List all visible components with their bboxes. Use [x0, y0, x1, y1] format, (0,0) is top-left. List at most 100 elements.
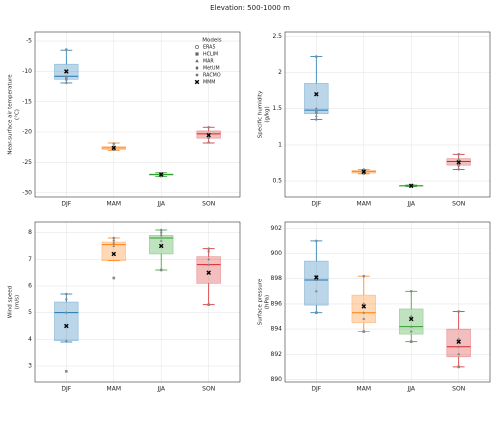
y-tick-label: 894: [271, 326, 283, 333]
model-point: [207, 257, 210, 262]
y-tick-label: -25: [22, 159, 32, 166]
y-tick-label: 2.5: [272, 33, 282, 40]
x-tick-label: DJF: [311, 386, 321, 393]
model-point: [65, 81, 68, 85]
y-tick-label: -5: [26, 38, 32, 45]
y-tick-label: 896: [271, 300, 283, 307]
model-point: [159, 231, 163, 234]
figure-title: Elevation: 500-1000 m: [210, 4, 290, 12]
model-point: [314, 114, 318, 117]
model-point: [315, 290, 318, 293]
legend-marker: [195, 52, 199, 56]
y-tick-label: 892: [271, 351, 283, 358]
box: [446, 328, 471, 358]
model-point: [457, 337, 460, 341]
model-point: [408, 316, 414, 322]
x-tick-label: JJA: [156, 201, 165, 208]
x-tick-label: JJA: [156, 386, 165, 393]
plot-frame: [34, 221, 241, 383]
y-axis-label-line: (g/kg): [264, 106, 270, 122]
model-point: [409, 289, 413, 293]
legend-label: MMM: [203, 80, 215, 86]
model-point: [65, 310, 68, 315]
model-point: [315, 311, 318, 315]
y-tick-label: 3: [28, 363, 32, 370]
model-point: [112, 142, 116, 145]
y-tick-label: 5: [28, 309, 32, 316]
model-point: [457, 353, 460, 356]
y-tick-label: -30: [22, 189, 32, 196]
model-point: [361, 304, 367, 309]
legend-marker: [195, 45, 199, 49]
y-tick-label: 1: [278, 141, 282, 148]
model-point: [158, 172, 164, 177]
x-tick-label: MAM: [107, 201, 121, 208]
legend-label: MetUM: [203, 66, 220, 72]
legend-label: MAR: [203, 59, 214, 65]
model-point: [112, 276, 116, 280]
model-point: [159, 233, 163, 238]
legend-marker: [195, 73, 199, 77]
model-point: [409, 314, 413, 319]
y-tick-label: 6: [28, 283, 32, 290]
model-point: [314, 278, 318, 281]
model-point: [65, 75, 68, 80]
model-point: [362, 311, 366, 314]
box: [196, 256, 221, 284]
box: [351, 294, 376, 324]
model-point: [206, 132, 211, 138]
plot-frame: [284, 221, 491, 383]
box: [304, 260, 329, 306]
model-point: [111, 251, 117, 257]
legend-marker: [195, 65, 199, 71]
box: [399, 308, 424, 335]
y-tick-label: 2: [278, 69, 282, 76]
legend-label: HCLIM: [203, 52, 218, 58]
y-axis-label-line: Surface pressure: [257, 278, 263, 325]
model-point: [362, 330, 366, 333]
y-axis-label: Surface pressure(hPa): [257, 278, 270, 325]
model-point: [457, 310, 460, 313]
x-tick-label: DJF: [61, 201, 71, 208]
model-point: [315, 107, 318, 111]
model-point: [207, 247, 210, 250]
y-axis-label-line: (°C): [14, 109, 20, 120]
y-tick-label: 1.5: [272, 105, 282, 112]
y-tick-label: -15: [22, 98, 32, 105]
model-point: [408, 183, 414, 189]
model-point: [315, 55, 318, 58]
y-tick-label: -20: [22, 129, 32, 136]
model-point: [314, 91, 319, 97]
model-point: [409, 325, 413, 328]
legend-label: ERA5: [203, 45, 216, 51]
x-tick-label: DJF: [311, 201, 321, 208]
model-point: [409, 330, 413, 333]
x-tick-label: DJF: [61, 386, 71, 393]
model-point: [65, 298, 68, 301]
model-point: [456, 159, 461, 165]
legend-marker: [194, 79, 200, 85]
y-axis-label-line: Near-surface air temperature: [7, 74, 13, 155]
model-point: [207, 136, 210, 139]
x-tick-label: SON: [452, 386, 465, 393]
legend-marker: [195, 59, 199, 63]
model-point: [362, 302, 366, 306]
y-tick-label: 890: [271, 376, 283, 383]
x-tick-label: JJA: [406, 386, 415, 393]
model-point: [315, 239, 318, 243]
y-tick-label: 8: [28, 229, 32, 236]
x-tick-label: SON: [202, 201, 215, 208]
model-point: [158, 243, 164, 249]
y-axis-label-line: (m/s): [14, 295, 20, 309]
model-point: [457, 365, 460, 369]
model-point: [207, 132, 210, 136]
model-point: [65, 370, 68, 373]
x-tick-label: MAM: [357, 386, 371, 393]
x-tick-label: JJA: [406, 201, 415, 208]
model-point: [159, 239, 163, 242]
y-tick-label: 902: [271, 225, 283, 232]
model-point: [159, 268, 163, 272]
box: [304, 83, 329, 115]
model-point: [111, 145, 117, 151]
